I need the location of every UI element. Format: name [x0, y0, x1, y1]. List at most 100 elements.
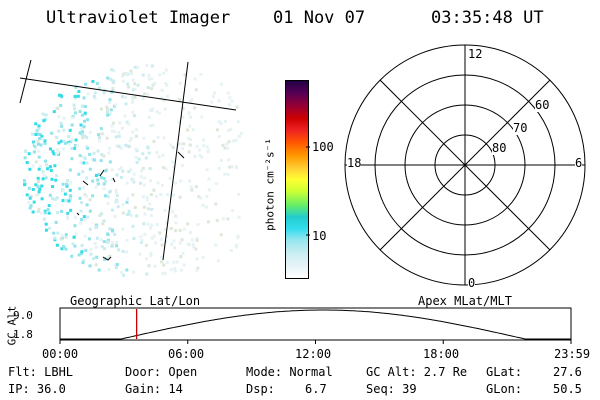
emission-pixel: [67, 142, 71, 146]
emission-pixel: [35, 193, 39, 197]
emission-pixel: [221, 143, 225, 147]
emission-pixel: [117, 144, 121, 148]
emission-pixel: [141, 195, 145, 199]
geographic-grid-line: [177, 151, 185, 159]
emission-pixel: [79, 209, 83, 213]
polar-label-0: 0: [468, 276, 476, 290]
emission-pixel: [112, 130, 116, 134]
emission-pixel: [97, 133, 101, 137]
emission-pixel: [77, 172, 81, 176]
emission-pixel: [132, 270, 136, 274]
emission-pixel: [143, 212, 147, 216]
emission-pixel: [81, 155, 85, 159]
emission-pixel: [115, 263, 119, 266]
emission-pixel: [85, 194, 89, 198]
emission-pixel: [47, 211, 51, 215]
emission-pixel: [155, 223, 159, 227]
emission-pixel: [173, 266, 177, 270]
emission-pixel: [133, 87, 137, 91]
emission-pixel: [43, 211, 47, 215]
emission-pixel: [97, 139, 101, 143]
emission-pixel: [129, 72, 133, 76]
emission-pixel: [93, 97, 97, 101]
emission-pixel: [159, 237, 163, 241]
emission-pixel: [64, 235, 68, 239]
emission-pixel: [78, 196, 82, 200]
emission-pixel: [199, 72, 203, 76]
emission-pixel: [150, 77, 154, 81]
emission-pixel: [193, 106, 197, 110]
emission-pixel: [103, 257, 107, 261]
emission-pixel: [110, 124, 114, 128]
emission-pixel: [62, 139, 66, 143]
dsp-value: 6.7: [305, 382, 327, 396]
emission-pixel: [173, 269, 177, 273]
emission-pixel: [41, 177, 45, 181]
emission-pixel: [23, 183, 27, 187]
emission-pixel: [80, 127, 84, 131]
emission-pixel: [36, 132, 40, 136]
emission-pixel: [82, 259, 86, 263]
emission-pixel: [148, 202, 152, 206]
timeline-tickmarks: [59, 340, 572, 344]
emission-pixel: [129, 69, 133, 73]
emission-pixel: [131, 193, 135, 197]
emission-pixel: [85, 161, 89, 165]
emission-pixel: [49, 169, 53, 172]
emission-pixel: [155, 151, 159, 154]
emission-pixel: [227, 140, 231, 144]
emission-pixel: [211, 94, 215, 98]
emission-pixel: [149, 179, 152, 183]
emission-pixel: [28, 167, 32, 171]
emission-pixel: [95, 236, 99, 240]
emission-pixel: [142, 205, 146, 209]
emission-pixel: [181, 115, 185, 119]
emission-pixel: [178, 195, 182, 199]
emission-pixel: [139, 175, 143, 179]
emission-pixel: [126, 82, 130, 86]
emission-pixel: [150, 236, 154, 240]
emission-pixel: [108, 160, 112, 164]
emission-pixel: [143, 92, 147, 96]
emission-pixel: [207, 188, 211, 192]
emission-pixel: [151, 107, 155, 111]
emission-pixel: [108, 77, 112, 81]
emission-pixel: [105, 136, 109, 140]
emission-pixel: [152, 139, 156, 143]
emission-pixel: [34, 122, 38, 126]
emission-pixel: [231, 139, 235, 143]
emission-pixel: [116, 200, 119, 204]
emission-pixel: [111, 79, 115, 83]
emission-pixel: [111, 240, 115, 244]
emission-pixel: [204, 205, 208, 209]
emission-pixel: [70, 254, 74, 258]
emission-pixel: [226, 217, 230, 221]
emission-pixel: [140, 169, 144, 173]
emission-pixel: [134, 156, 138, 159]
emission-pixel: [115, 173, 119, 177]
emission-pixel: [93, 91, 97, 95]
emission-pixel: [132, 180, 136, 184]
emission-pixel: [50, 131, 54, 135]
emission-pixel: [77, 90, 81, 93]
emission-pixel: [182, 142, 186, 146]
emission-pixel: [171, 210, 175, 214]
emission-pixel: [94, 225, 98, 229]
emission-pixel: [66, 214, 70, 218]
emission-pixel: [235, 105, 239, 109]
timeline-tick-0: 00:00: [42, 347, 79, 361]
polar-label-80: 80: [492, 141, 507, 155]
emission-pixel: [149, 214, 153, 217]
emission-pixel: [82, 161, 86, 165]
emission-pixel: [205, 145, 209, 149]
emission-pixel: [28, 206, 32, 210]
emission-pixel: [95, 82, 99, 86]
emission-pixel: [79, 161, 83, 165]
emission-pixel: [74, 138, 78, 142]
emission-pixel: [108, 146, 111, 150]
emission-pixel: [118, 121, 122, 125]
emission-pixel: [111, 81, 115, 84]
emission-pixel: [123, 114, 127, 118]
emission-pixel: [108, 101, 112, 105]
emission-pixel: [195, 144, 199, 148]
